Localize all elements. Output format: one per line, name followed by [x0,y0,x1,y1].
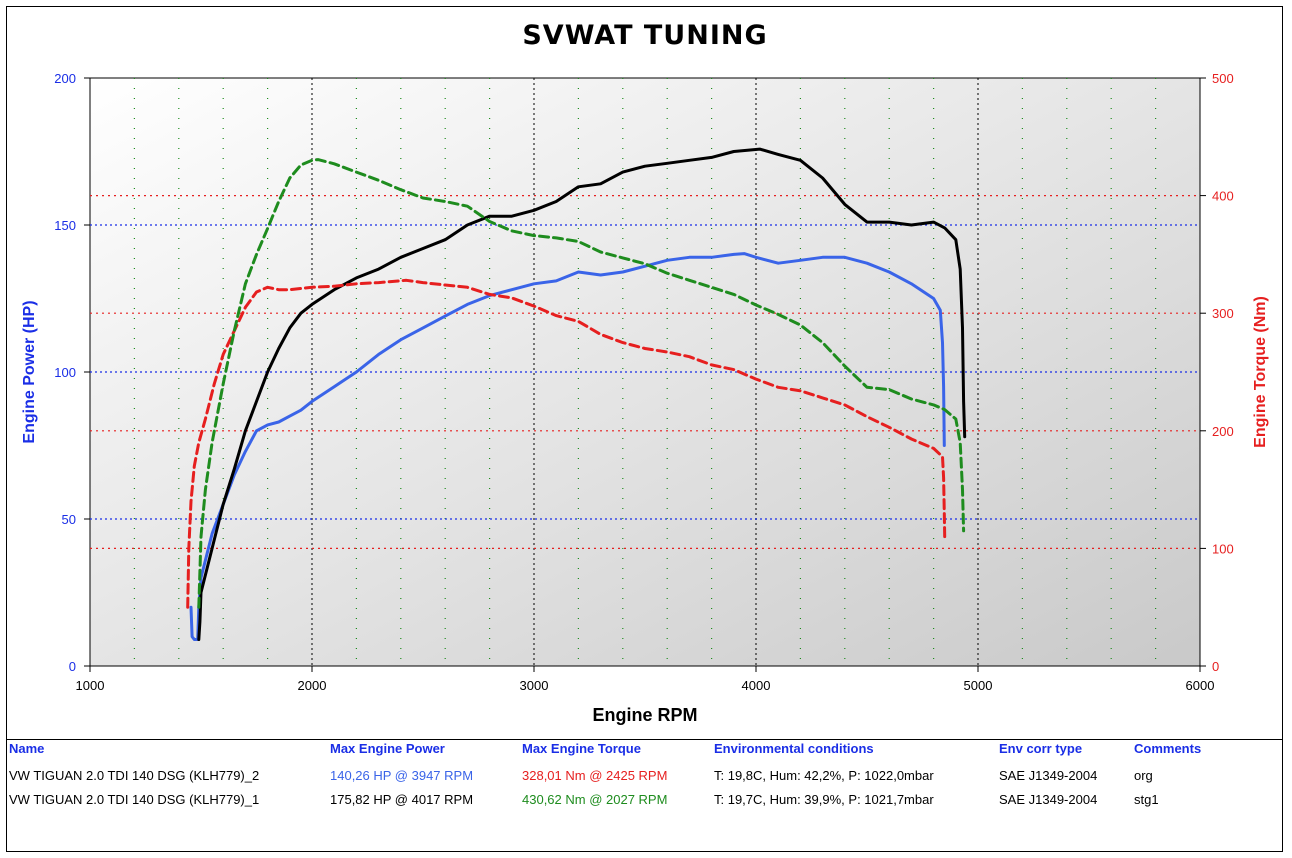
y-right-axis-label: Engine Torque (Nm) [1252,296,1269,448]
chart-title: SVWAT TUNING [522,20,767,51]
y-left-tick-label: 200 [54,71,76,86]
x-tick-label: 4000 [742,678,771,693]
x-tick-label: 1000 [76,678,105,693]
axes: 1000 2000 3000 4000 5000 60000501001502000100… [54,71,1233,693]
grid-lines [90,78,1200,666]
header-env-conditions: Environmental conditions [714,741,874,756]
x-tick-label: 3000 [520,678,549,693]
header-max-torque: Max Engine Torque [522,741,641,756]
series-lines [186,147,967,641]
row-env-conditions: T: 19,8C, Hum: 42,2%, P: 1022,0mbar [714,768,934,783]
row-env-corr-type: SAE J1349-2004 [999,768,1098,783]
header-comments: Comments [1134,741,1202,756]
row-name: VW TIGUAN 2.0 TDI 140 DSG (KLH779)_1 [9,792,260,807]
y-left-tick-label: 0 [69,659,76,674]
row-max-torque: 430,62 Nm @ 2027 RPM [522,792,668,807]
y-left-axis-label: Engine Power (HP) [21,300,38,443]
row-max-torque: 328,01 Nm @ 2425 RPM [522,768,668,783]
row-env-corr-type: SAE J1349-2004 [999,792,1098,807]
torque-curve-3 [186,278,947,609]
y-right-tick-label: 500 [1212,71,1234,86]
header-name: Name [9,741,45,756]
y-right-tick-label: 100 [1212,541,1234,556]
row-comment: org [1134,768,1153,783]
x-tick-label: 2000 [298,678,327,693]
power-curve-2 [197,147,967,641]
y-right-tick-label: 0 [1212,659,1219,674]
y-right-tick-label: 400 [1212,189,1234,204]
y-right-tick-label: 200 [1212,424,1234,439]
power-curve-1 [189,252,946,641]
row-env-conditions: T: 19,7C, Hum: 39,9%, P: 1021,7mbar [714,792,934,807]
row-comment: stg1 [1134,792,1159,807]
header-max-power: Max Engine Power [330,741,445,756]
y-left-tick-label: 100 [54,365,76,380]
header-env-corr-type: Env corr type [999,741,1083,756]
row-max-power: 140,26 HP @ 3947 RPM [330,768,474,783]
row-name: VW TIGUAN 2.0 TDI 140 DSG (KLH779)_2 [9,768,260,783]
y-left-tick-label: 150 [54,218,76,233]
legend-divider [6,739,1283,740]
y-right-tick-label: 300 [1212,306,1234,321]
torque-curve-4 [197,158,966,609]
y-left-tick-label: 50 [62,512,76,527]
x-tick-label: 5000 [964,678,993,693]
row-max-power: 175,82 HP @ 4017 RPM [330,792,474,807]
dyno-chart: SVWAT TUNING 1000 2000 3000 4000 5000 6000050… [21,20,1269,725]
x-tick-label: 6000 [1186,678,1215,693]
x-axis-label: Engine RPM [592,705,697,725]
